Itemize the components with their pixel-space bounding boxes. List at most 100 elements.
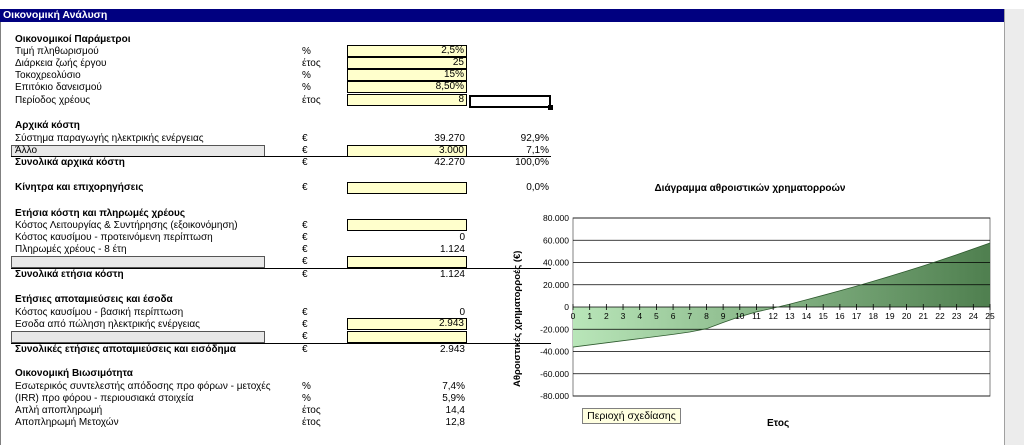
x-tick-label: 21	[919, 311, 929, 321]
savings-blank-label-cell[interactable]	[11, 331, 265, 343]
viability-label: Εσωτερικός συντελεστής απόδοσης προ φόρω…	[15, 381, 271, 392]
initial-costs-header: Αρχικά κόστη	[15, 120, 80, 131]
viability-value: 14,4	[445, 405, 465, 416]
x-tick-label: 25	[985, 311, 995, 321]
viability-unit: %	[302, 393, 311, 404]
x-tick-label: 12	[768, 311, 778, 321]
x-tick-label: 19	[885, 311, 895, 321]
fin-param-input[interactable]: 2,5%	[347, 45, 467, 57]
fin-param-label: Περίοδος χρέους	[15, 95, 91, 106]
fuel-cost-label: Κόστος καυσίμου - προτεινόμενη περίπτωση	[15, 232, 213, 243]
incentives-input[interactable]	[347, 182, 467, 194]
electricity-income-unit: €	[302, 319, 308, 330]
x-tick-label: 6	[671, 311, 676, 321]
system-cost-label: Σύστημα παραγωγής ηλεκτρικής ενέργειας	[15, 133, 204, 144]
om-cost-label: Κόστος Λειτουργίας & Συντήρησης (εξοικον…	[15, 220, 238, 231]
x-tick-label: 15	[818, 311, 828, 321]
annual-cost-blank-label-cell[interactable]	[11, 256, 265, 268]
fuel-base-label: Κόστος καυσίμου - βασική περίπτωση	[15, 307, 184, 318]
initial-costs-total-percent: 100,0%	[515, 157, 549, 168]
x-tick-label: 0	[571, 311, 576, 321]
annual-costs-header: Ετήσια κόστη και πληρωμές χρέους	[15, 208, 186, 219]
financial-params-header: Οικονομικοί Παράμετροι	[15, 34, 131, 45]
annual-costs-total-value: 1.124	[439, 269, 465, 280]
debt-payments-unit: €	[302, 244, 308, 255]
top-strip	[0, 0, 1024, 9]
x-tick-label: 17	[852, 311, 862, 321]
x-tick-label: 1	[587, 311, 592, 321]
fin-param-label: Επιτόκιο δανεισμού	[15, 82, 102, 93]
incentives-label: Κίνητρα και επιχορηγήσεις	[15, 182, 144, 193]
electricity-income-label: Εσοδα από πώληση ηλεκτρικής ενέργειας	[15, 319, 200, 330]
x-tick-label: 24	[969, 311, 979, 321]
annual-savings-total-rule	[11, 343, 551, 344]
annual-savings-total-unit: €	[302, 344, 308, 355]
incentives-unit: €	[302, 182, 308, 193]
fin-param-label: Διάρκεια ζωής έργου	[15, 58, 107, 69]
viability-label: Απλή αποπληρωμή	[15, 405, 103, 416]
other-cost-unit: €	[302, 145, 308, 156]
y-tick-label: 20.000	[543, 280, 569, 290]
viability-label: (IRR) προ φόρου - περιουσιακά στοιχεία	[15, 393, 194, 404]
x-tick-label: 23	[952, 311, 962, 321]
other-cost-label: Άλλο	[15, 145, 38, 156]
y-tick-label: 40.000	[543, 258, 569, 268]
fin-param-input[interactable]: 8,50%	[347, 81, 467, 93]
fuel-base-unit: €	[302, 307, 308, 318]
viability-unit: έτος	[302, 405, 321, 416]
system-cost-unit: €	[302, 133, 308, 144]
fin-param-unit: έτος	[302, 95, 321, 106]
electricity-income-input[interactable]: 2.943	[347, 318, 467, 330]
viability-value: 5,9%	[442, 393, 465, 404]
initial-costs-total-value: 42.270	[434, 157, 465, 168]
annual-costs-total-rule	[11, 268, 551, 269]
x-tick-label: 22	[935, 311, 945, 321]
y-tick-label: 80.000	[543, 213, 569, 223]
fin-param-unit: %	[302, 70, 311, 81]
viability-label: Αποπληρωμή Μετοχών	[15, 417, 119, 428]
active-cell-selection[interactable]	[469, 95, 553, 110]
x-tick-label: 5	[654, 311, 659, 321]
fin-param-input[interactable]: 15%	[347, 69, 467, 81]
fin-param-input[interactable]: 25	[347, 57, 467, 69]
y-tick-label: -80.000	[540, 391, 569, 401]
savings-blank-input[interactable]	[347, 331, 467, 343]
left-border	[0, 22, 1, 445]
x-tick-label: 11	[752, 311, 761, 321]
debt-payments-value: 1.124	[439, 244, 465, 255]
chart-title: Διάγραμμα αθροιστικών χρηματορροών	[654, 183, 846, 194]
annual-costs-total-label: Συνολικά ετήσια κόστη	[15, 269, 124, 280]
x-tick-label: 13	[785, 311, 795, 321]
savings-blank-unit: €	[302, 331, 308, 342]
y-tick-label: -40.000	[540, 347, 569, 357]
system-cost-value[interactable]: 39.270	[434, 133, 465, 144]
y-tick-label: 60.000	[543, 235, 569, 245]
viability-value: 7,4%	[442, 381, 465, 392]
fin-param-label: Τιμή πληθωρισμού	[15, 46, 99, 57]
annual-savings-header: Ετήσιες αποταμιεύσεις και έσοδα	[15, 294, 173, 305]
initial-costs-total-unit: €	[302, 157, 308, 168]
initial-costs-total-label: Συνολικά αρχικά κόστη	[15, 157, 125, 168]
x-tick-label: 16	[835, 311, 845, 321]
viability-unit: έτος	[302, 417, 321, 428]
fin-param-unit: %	[302, 46, 311, 57]
x-tick-label: 4	[637, 311, 642, 321]
viability-header: Οικονομική Βιωσιμότητα	[15, 368, 133, 379]
plot-area-button[interactable]: Περιοχή σχεδίασης	[582, 408, 681, 424]
fuel-cost-unit: €	[302, 232, 308, 243]
annual-cost-blank-input[interactable]	[347, 256, 467, 268]
cumulative-cashflow-chart[interactable]: -80.000-60.000-40.000-20.000020.00040.00…	[520, 205, 1000, 435]
x-tick-label: 14	[802, 311, 812, 321]
fin-param-input[interactable]: 8	[347, 94, 467, 106]
om-cost-unit: €	[302, 220, 308, 231]
cashflow-area	[573, 243, 990, 348]
other-cost-percent: 7,1%	[526, 145, 549, 156]
fin-param-unit: %	[302, 82, 311, 93]
x-tick-label: 20	[902, 311, 912, 321]
viability-unit: %	[302, 381, 311, 392]
system-cost-percent: 92,9%	[520, 133, 549, 144]
fin-param-unit: έτος	[302, 58, 321, 69]
chart-x-axis-label: Ετος	[767, 418, 790, 429]
initial-costs-total-rule	[11, 156, 551, 157]
om-cost-input[interactable]	[347, 219, 467, 231]
